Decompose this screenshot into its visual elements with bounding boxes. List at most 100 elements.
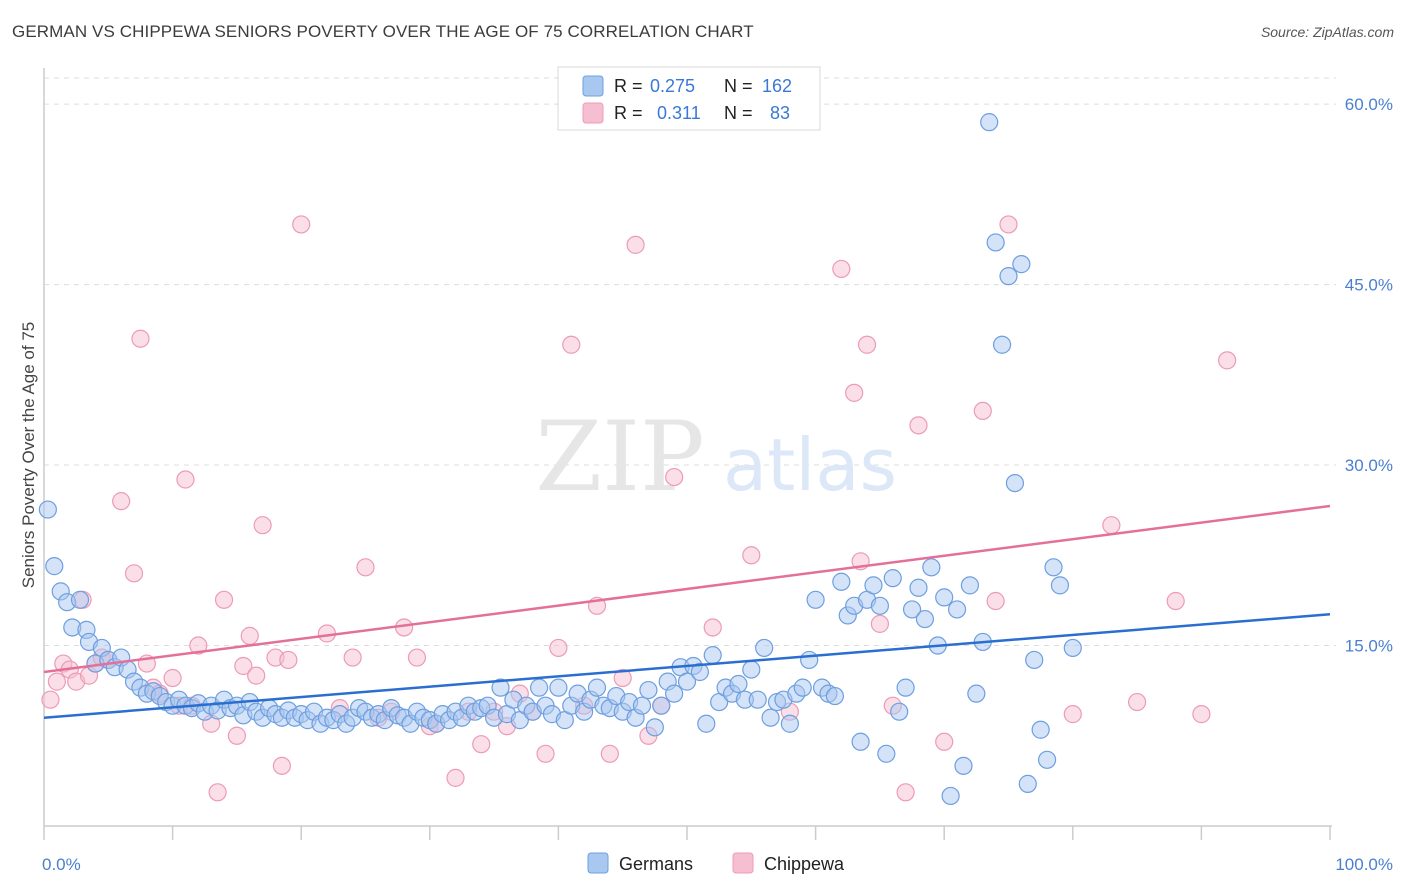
chippewa-point xyxy=(1127,692,1147,712)
chippewa-point xyxy=(208,783,227,802)
germans-point xyxy=(922,558,941,577)
x-tick-label-max: 100.0% xyxy=(1335,855,1393,874)
germans-point xyxy=(1012,255,1031,274)
germans-point xyxy=(909,578,928,597)
germans-point xyxy=(45,557,64,576)
germans-point xyxy=(967,684,986,703)
chippewa-point xyxy=(613,668,632,688)
y-axis-label: Seniors Poverty Over the Age of 75 xyxy=(19,322,38,588)
chippewa-point xyxy=(446,768,465,787)
germans-point xyxy=(665,684,684,703)
legend-r-value-germans: 0.275 xyxy=(650,76,695,96)
chippewa-point xyxy=(665,467,684,487)
germans-point xyxy=(825,686,844,706)
germans-point xyxy=(690,662,709,682)
chippewa-point xyxy=(214,590,234,609)
germans-point xyxy=(652,696,671,715)
top-legend: R = 0.275 N = 162 R = 0.311 N = 83 xyxy=(557,66,821,131)
chippewa-point xyxy=(549,638,568,658)
y-tick-labels: 15.0% 30.0% 45.0% 60.0% xyxy=(1345,95,1393,655)
germans-trend-line xyxy=(43,612,1331,719)
legend-r-label-germans: R = xyxy=(614,76,643,96)
gridlines xyxy=(44,77,1336,647)
germans-point xyxy=(877,744,896,763)
chippewa-point xyxy=(247,666,266,685)
y-tick-label: 60.0% xyxy=(1345,95,1393,114)
germans-point xyxy=(1018,774,1037,793)
germans-point xyxy=(761,708,780,727)
germans-point xyxy=(697,714,716,733)
chippewa-point xyxy=(227,726,246,745)
germans-point xyxy=(793,678,812,697)
bottom-legend-swatch-chippewa xyxy=(732,852,754,874)
germans-point xyxy=(645,718,664,737)
chippewa-point xyxy=(1192,705,1211,724)
chippewa-point xyxy=(292,215,311,234)
source-credit: Source: ZipAtlas.com xyxy=(1260,24,1394,40)
chippewa-point xyxy=(1218,351,1237,370)
germans-point xyxy=(38,500,57,519)
x-tick-label-min: 0.0% xyxy=(42,855,81,874)
germans-point xyxy=(549,678,568,697)
germans-point xyxy=(870,596,890,615)
germans-point xyxy=(632,696,652,715)
germans-point xyxy=(992,335,1012,354)
chart-title: GERMAN VS CHIPPEWA SENIORS POVERTY OVER … xyxy=(12,22,754,41)
germans-point xyxy=(1005,473,1025,493)
germans-point xyxy=(491,678,510,697)
chippewa-point xyxy=(407,648,427,667)
trend-lines xyxy=(43,504,1331,719)
chippewa-point xyxy=(124,564,144,583)
germans-point xyxy=(832,572,851,591)
chippewa-point xyxy=(163,668,182,688)
chippewa-point xyxy=(189,636,208,655)
chippewa-point xyxy=(472,735,491,754)
chippewa-point xyxy=(253,516,272,535)
chippewa-trend-line xyxy=(43,504,1331,674)
germans-point xyxy=(1025,650,1044,670)
germans-point xyxy=(935,588,954,607)
legend-r-value-chippewa: 0.311 xyxy=(657,103,701,123)
chippewa-point xyxy=(626,235,645,254)
chippewa-point xyxy=(1102,516,1121,535)
germans-point xyxy=(864,576,883,595)
chippewa-point xyxy=(832,259,851,279)
chippewa-point xyxy=(986,591,1005,611)
germans-point xyxy=(587,678,607,697)
germans-point xyxy=(755,638,774,658)
legend-n-label-chippewa: N = xyxy=(724,103,753,123)
chippewa-point xyxy=(272,756,292,775)
chippewa-point xyxy=(896,783,915,802)
germans-point xyxy=(729,674,748,694)
chippewa-point xyxy=(234,656,253,676)
chippewa-point xyxy=(857,335,877,354)
germans-point xyxy=(780,714,799,733)
germans-point xyxy=(1050,576,1070,595)
legend-swatch-germans xyxy=(582,75,604,97)
germans-point xyxy=(1063,638,1082,658)
germans-point xyxy=(1031,720,1050,739)
chippewa-point xyxy=(562,335,581,354)
y-tick-label: 30.0% xyxy=(1345,456,1393,475)
watermark-atlas: atlas xyxy=(723,423,897,507)
germans-point xyxy=(947,600,967,619)
germans-point xyxy=(980,113,999,132)
watermark-zip: ZIP xyxy=(535,401,704,513)
germans-point xyxy=(703,646,722,665)
chippewa-point xyxy=(536,744,555,763)
chippewa-point xyxy=(1063,705,1082,724)
bottom-legend: Germans Chippewa xyxy=(587,852,845,874)
chippewa-point xyxy=(845,383,864,402)
chippewa-point xyxy=(909,416,928,435)
chippewa-point xyxy=(870,614,890,633)
germans-point xyxy=(742,660,761,679)
germans-point xyxy=(883,569,902,588)
germans-point xyxy=(677,672,697,691)
chippewa-point xyxy=(279,650,298,670)
chippewa-point xyxy=(935,732,954,751)
bottom-legend-label-germans: Germans xyxy=(619,854,693,874)
germans-point xyxy=(1044,558,1063,577)
germans-point xyxy=(800,650,819,670)
chippewa-point xyxy=(343,648,362,667)
